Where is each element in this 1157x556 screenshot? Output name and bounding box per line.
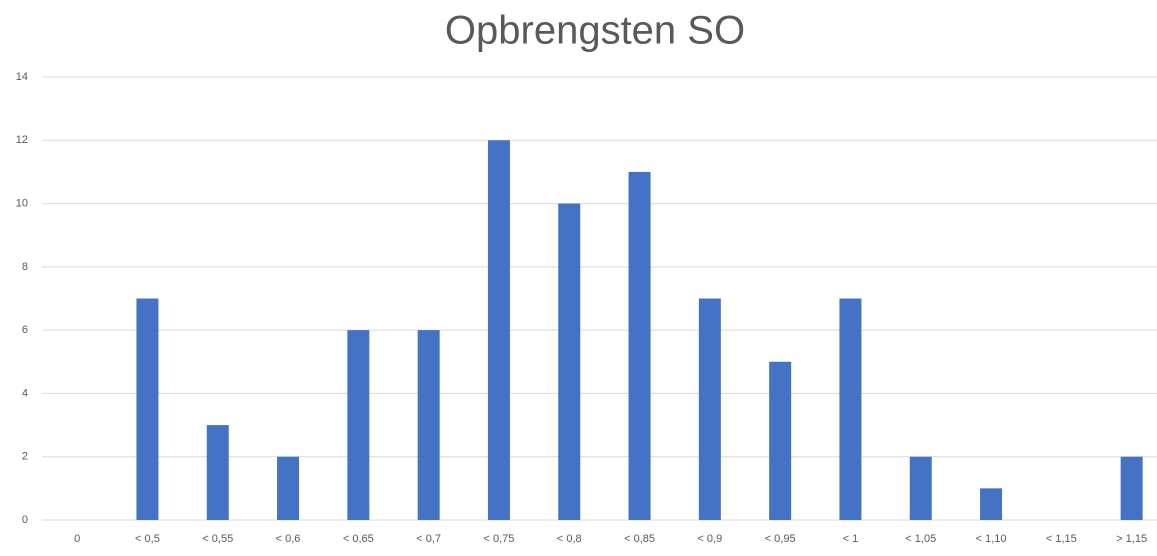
bar — [698, 298, 721, 520]
x-tick-label: < 1,15 — [1046, 533, 1077, 545]
x-tick-label: < 1,05 — [905, 533, 936, 545]
chart-title: Opbrengsten SO — [445, 9, 745, 53]
bar — [909, 456, 932, 520]
x-tick-label: < 0,8 — [557, 533, 582, 545]
bar — [206, 425, 229, 520]
x-tick-label: < 0,65 — [343, 533, 374, 545]
x-tick-label: < 0,95 — [765, 533, 796, 545]
bar — [839, 298, 862, 520]
bar — [980, 488, 1003, 520]
x-tick-label: < 0,75 — [484, 533, 515, 545]
x-tick-label: 0 — [74, 533, 80, 545]
bar — [277, 456, 300, 520]
y-tick-label: 4 — [22, 387, 28, 399]
x-tick-label: < 0,7 — [416, 533, 441, 545]
y-tick-label: 14 — [16, 71, 28, 83]
bar — [558, 203, 581, 521]
bar — [136, 298, 159, 520]
y-tick-label: 12 — [16, 134, 28, 146]
y-tick-label: 10 — [16, 197, 28, 209]
y-tick-label: 6 — [22, 324, 28, 336]
bar — [1120, 456, 1143, 520]
x-tick-label: < 1 — [843, 533, 859, 545]
bar — [628, 171, 651, 520]
x-tick-label: < 0,5 — [135, 533, 160, 545]
bar — [347, 330, 370, 520]
bar — [487, 140, 510, 521]
x-tick-label: < 0,6 — [276, 533, 301, 545]
bar — [417, 330, 440, 520]
y-tick-label: 0 — [22, 514, 28, 526]
x-tick-label: < 0,9 — [697, 533, 722, 545]
x-tick-label: > 1,15 — [1116, 533, 1147, 545]
x-tick-label: < 0,55 — [202, 533, 233, 545]
y-tick-label: 8 — [22, 261, 28, 273]
bar — [769, 361, 792, 520]
x-tick-label: < 1,10 — [976, 533, 1007, 545]
y-tick-label: 2 — [22, 451, 28, 463]
x-tick-label: < 0,85 — [624, 533, 655, 545]
